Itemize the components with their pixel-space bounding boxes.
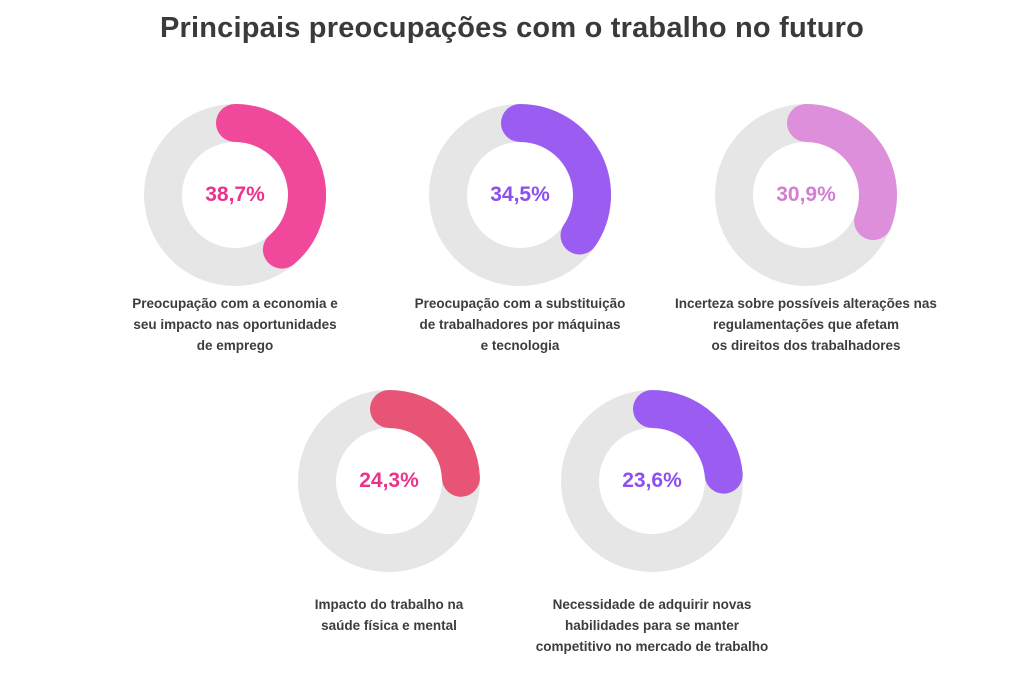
donut-value-arc-5 [633,390,743,494]
category-label-line: competitivo no mercado de trabalho [535,639,769,654]
category-label-line: de trabalhadores por máquinas [419,317,621,332]
category-label-line: saúde física e mental [321,618,457,633]
category-label-3: Incerteza sobre possíveis alterações nas… [646,293,966,356]
donut-svg-5 [561,390,743,572]
category-label-2: Preocupação com a substituição de trabalh… [360,293,680,356]
donut-chart-3: 30,9% [711,100,901,290]
donut-chart-2: 34,5% [425,100,615,290]
category-label-line: seu impacto nas oportunidades [133,317,337,332]
category-label-line: regulamentações que afetam [712,317,900,332]
category-label-line: Preocupação com a economia e [132,296,338,311]
donut-svg-2 [429,104,611,286]
category-label-1: Preocupação com a economia e seu impacto … [75,293,395,356]
donut-value-arc-2 [501,104,611,255]
category-label-line: Incerteza sobre possíveis alterações nas [675,296,937,311]
donut-chart-4: 24,3% [294,386,484,576]
donut-value-arc-4 [370,390,480,497]
donut-chart-1: 38,7% [140,100,330,290]
donut-svg-4 [298,390,480,572]
chart-title: Principais preocupações com o trabalho n… [159,12,865,44]
category-label-line: habilidades para se manter [564,618,740,633]
category-label-line: de emprego [196,338,274,353]
value-label-2: 34,5% [490,183,550,206]
value-label-4: 24,3% [359,469,419,492]
donut-value-arc-1 [216,104,326,269]
value-label-5: 23,6% [622,469,682,492]
category-label-4: Impacto do trabalho na saúde física e men… [229,594,549,636]
value-label-3: 30,9% [776,183,836,206]
donut-svg-3 [715,104,897,286]
category-label-line: Necessidade de adquirir novas [552,597,752,612]
donut-value-arc-3 [787,104,897,241]
category-label-line: e tecnologia [480,338,560,353]
donut-chart-5: 23,6% [557,386,747,576]
category-label-line: os direitos dos trabalhadores [711,338,901,353]
category-label-line: Preocupação com a substituição [414,296,626,311]
category-label-5: Necessidade de adquirir novas habilidades… [492,594,812,657]
category-label-line: Impacto do trabalho na [314,597,464,612]
donut-svg-1 [144,104,326,286]
value-label-1: 38,7% [205,183,265,206]
